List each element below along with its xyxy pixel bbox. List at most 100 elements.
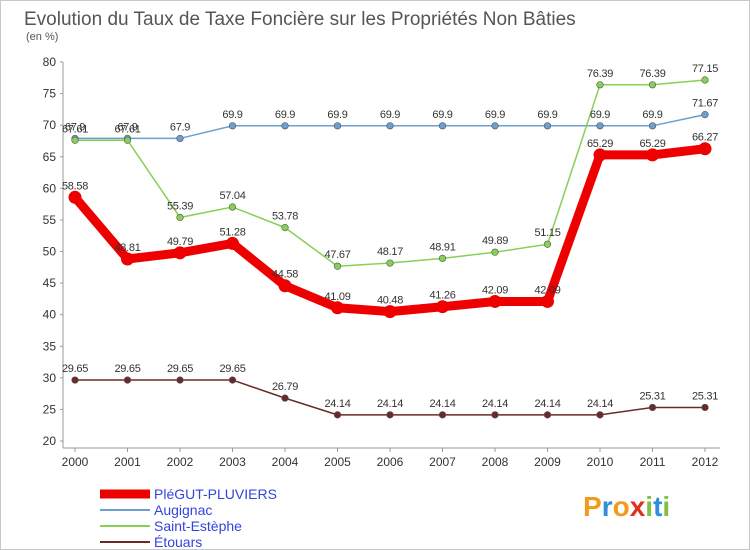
data-point: [226, 236, 239, 250]
x-tick-label: 2004: [272, 455, 299, 469]
y-tick-label: 65: [43, 150, 57, 164]
x-tick-label: 2009: [534, 455, 561, 469]
data-label: 24.14: [587, 398, 613, 410]
data-point: [543, 240, 552, 248]
data-label: 48.17: [377, 246, 403, 258]
y-tick-label: 40: [43, 308, 57, 322]
data-point: [281, 394, 289, 402]
data-label: 47.67: [324, 249, 350, 261]
x-tick-label: 2001: [114, 455, 141, 469]
y-tick-label: 30: [43, 371, 57, 385]
data-point: [436, 300, 449, 314]
data-label: 29.65: [62, 363, 88, 375]
data-point: [176, 213, 184, 222]
data-label: 65.29: [639, 138, 665, 150]
y-tick-label: 35: [43, 339, 57, 353]
y-tick-label: 20: [43, 434, 57, 448]
data-label: 24.14: [534, 398, 560, 410]
legend: PléGUT-PLUVIERSAugignacSaint-EstèpheÉtou…: [100, 486, 277, 550]
data-label: 66.27: [692, 132, 718, 144]
data-point: [176, 376, 184, 384]
y-tick-label: 25: [43, 402, 57, 416]
data-point: [228, 122, 237, 130]
data-label: 67.9: [117, 121, 137, 133]
logo-letter: P: [583, 491, 602, 522]
x-tick-label: 2006: [377, 455, 404, 469]
data-point: [646, 148, 659, 162]
data-label: 24.14: [324, 398, 350, 410]
data-point: [698, 142, 712, 156]
data-label: 69.9: [275, 109, 295, 121]
data-point: [228, 203, 237, 211]
data-label: 29.65: [167, 363, 193, 375]
x-tick-label: 2011: [640, 455, 666, 469]
legend-label: PléGUT-PLUVIERS: [154, 486, 277, 502]
logo-letter: x: [630, 491, 646, 522]
data-point: [593, 148, 607, 162]
x-ticks: 2000 2001 2002 2003 2004 2005 2006 2007 2008 2009…: [62, 448, 719, 469]
data-label: 69.9: [590, 109, 610, 121]
data-label: 77.15: [692, 63, 718, 75]
data-label: 24.14: [377, 398, 403, 410]
data-point: [173, 246, 187, 260]
data-point: [543, 122, 552, 130]
logo-letter: o: [613, 491, 630, 522]
logo-letter: t: [653, 491, 662, 522]
data-point: [701, 76, 709, 84]
data-point: [596, 411, 604, 419]
data-label: 67.9: [65, 121, 85, 133]
data-label: 25.31: [692, 390, 718, 402]
data-label: 29.65: [219, 363, 245, 375]
data-point: [438, 122, 447, 130]
data-point: [383, 305, 397, 319]
x-tick-label: 2007: [429, 455, 456, 469]
data-point: [701, 403, 709, 412]
data-label: 67.61: [62, 123, 88, 135]
y-tick-label: 75: [43, 87, 57, 101]
data-label: 48.81: [114, 242, 140, 254]
logo-letter: i: [645, 491, 653, 522]
data-point: [491, 411, 499, 419]
data-label: 69.9: [642, 109, 662, 121]
data-label: 49.89: [482, 235, 508, 247]
data-point: [701, 111, 709, 119]
chart-title: Evolution du Taux de Taxe Foncière sur l…: [24, 9, 576, 30]
x-tick-label: 2010: [587, 455, 614, 469]
data-label: 69.9: [380, 109, 400, 121]
data-label: 69.9: [485, 109, 505, 121]
data-label: 69.9: [432, 109, 452, 121]
data-point: [648, 122, 657, 130]
data-label: 76.39: [639, 68, 665, 80]
series-layer: [68, 76, 712, 419]
data-label: 58.58: [62, 180, 88, 192]
data-point: [386, 259, 394, 267]
data-label: 29.65: [114, 363, 140, 375]
data-point: [491, 248, 499, 256]
data-point: [541, 294, 554, 308]
data-label: 41.09: [324, 291, 350, 303]
data-point: [278, 279, 292, 293]
data-point: [123, 136, 132, 144]
axes: [62, 62, 720, 449]
legend-label: Saint-Estèphe: [154, 518, 242, 534]
y-tick-label: 70: [43, 118, 57, 132]
data-label: 57.04: [219, 190, 245, 202]
y-tick-label: 80: [43, 55, 57, 69]
data-point: [491, 122, 499, 130]
data-label: 24.14: [429, 398, 455, 410]
data-point: [331, 301, 344, 315]
data-point: [648, 403, 657, 412]
series-line: [70, 144, 710, 317]
data-label: 41.26: [429, 290, 455, 302]
data-point: [438, 411, 447, 419]
data-label: 65.29: [587, 138, 613, 150]
data-point: [176, 134, 184, 143]
data-point: [488, 294, 502, 308]
x-tick-label: 2012: [692, 455, 719, 469]
data-label: 24.14: [482, 398, 508, 410]
data-point: [596, 81, 604, 89]
data-label: 51.28: [219, 226, 245, 238]
y-ticks: 20 25 30 35 40 45 50 55 60 65 70 75 80: [43, 55, 63, 448]
data-label: 55.39: [167, 200, 193, 212]
